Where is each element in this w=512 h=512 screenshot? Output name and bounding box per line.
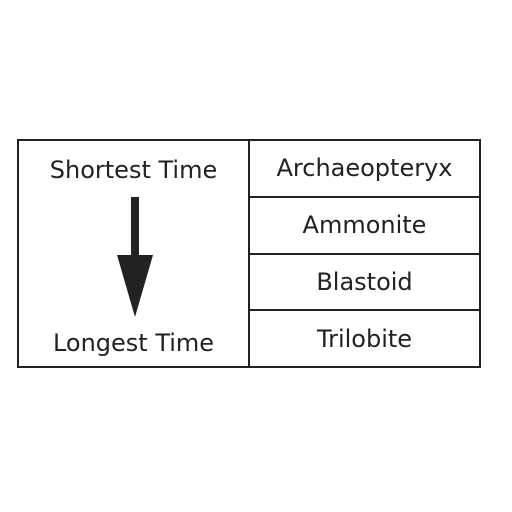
fossil-trilobite: Trilobite xyxy=(316,324,413,353)
down-arrow-icon xyxy=(117,197,153,317)
fossil-ammonite: Ammonite xyxy=(250,198,479,255)
longest-time-label: Longest Time xyxy=(52,329,215,357)
fossil-archaeopteryx: Archaeopteryx xyxy=(250,141,479,198)
fossil-blastoid: Blastoid xyxy=(250,255,479,312)
fossil-list: Archaeopteryx Ammonite Blastoid Trilobit… xyxy=(250,141,479,366)
shortest-time-label: Shortest Time xyxy=(49,156,218,184)
time-scale-panel: Shortest Time Longest Time xyxy=(19,141,250,366)
fossil-time-table: Shortest Time Longest Time Archaeopteryx… xyxy=(17,139,481,368)
